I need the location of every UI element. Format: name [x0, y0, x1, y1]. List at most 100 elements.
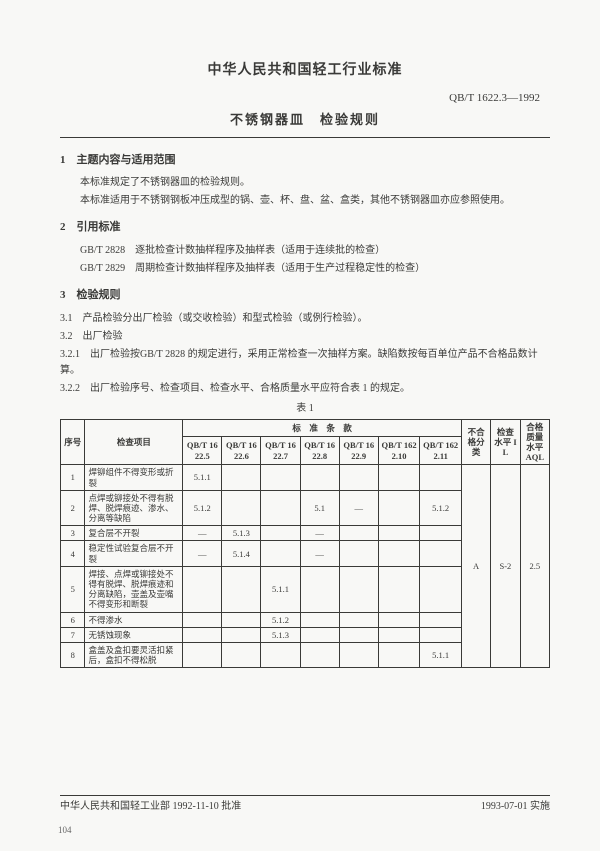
cell-seq: 8: [61, 642, 85, 667]
clause-3-1: 3.1 产品检验分出厂检验（或交收检验）和型式检验（或例行检验）。: [60, 311, 550, 327]
cell-seq: 4: [61, 541, 85, 566]
section-3-head: 3 检验规则: [60, 287, 550, 305]
cell-item: 无锈蚀现象: [85, 627, 183, 642]
cell-item: 不得渗水: [85, 612, 183, 627]
cell-std: [300, 465, 339, 490]
cell-std: —: [183, 541, 222, 566]
clause-3-2-2: 3.2.2 出厂检验序号、检查项目、检查水平、合格质量水平应符合表 1 的规定。: [60, 381, 550, 397]
cell-std: —: [183, 526, 222, 541]
th-aql: 合格质量水平 AQL: [520, 419, 549, 465]
cell-std: [339, 465, 378, 490]
cell-seq: 1: [61, 465, 85, 490]
cell-std: —: [300, 541, 339, 566]
cell-std: [420, 526, 462, 541]
cell-std: 5.1.3: [261, 627, 300, 642]
cell-class: A: [461, 465, 490, 668]
cell-std: [339, 566, 378, 612]
clause-3-2-1: 3.2.1 出厂检验按GB/T 2828 的规定进行，采用正常检查一次抽样方案。…: [60, 347, 550, 379]
cell-std: [378, 566, 420, 612]
cell-std: [261, 490, 300, 526]
cell-std: [420, 541, 462, 566]
cell-seq: 7: [61, 627, 85, 642]
effective-text: 1993-07-01 实施: [481, 799, 550, 815]
th-std-col: QB/T 1622.8: [300, 436, 339, 465]
cell-std: [339, 642, 378, 667]
th-std-col: QB/T 1622.6: [222, 436, 261, 465]
cell-std: [300, 612, 339, 627]
cell-std: [222, 642, 261, 667]
cell-std: [339, 526, 378, 541]
th-item: 检查项目: [85, 419, 183, 465]
cell-std: —: [300, 526, 339, 541]
cell-std: [183, 642, 222, 667]
cell-std: [420, 465, 462, 490]
cell-std: [378, 490, 420, 526]
section-2-head: 2 引用标准: [60, 219, 550, 237]
cell-aql: 2.5: [520, 465, 549, 668]
cell-std: [420, 566, 462, 612]
cell-seq: 5: [61, 566, 85, 612]
org-title: 中华人民共和国轻工行业标准: [60, 60, 550, 82]
clause-3-2: 3.2 出厂检验: [60, 329, 550, 345]
cell-std: 5.1.2: [420, 490, 462, 526]
page-number: 104: [58, 823, 72, 837]
cell-std: [339, 612, 378, 627]
cell-std: [339, 541, 378, 566]
cell-std: [300, 627, 339, 642]
cell-std: 5.1.1: [420, 642, 462, 667]
cell-std: [378, 642, 420, 667]
cell-seq: 6: [61, 612, 85, 627]
cell-std: [261, 526, 300, 541]
cell-std: [183, 612, 222, 627]
table-caption: 表 1: [60, 401, 550, 417]
cell-std: —: [339, 490, 378, 526]
cell-std: [261, 465, 300, 490]
footer-bar: 中华人民共和国轻工业部 1992-11-10 批准 1993-07-01 实施: [60, 795, 550, 815]
cell-std: [300, 566, 339, 612]
cell-item: 焊接、点焊或铆接处不得有脱焊、脱焊痕迹和分离缺陷，壶盖及壶嘴不得变形和断裂: [85, 566, 183, 612]
table-body: 1焊铆组件不得变形或折裂5.1.1AS-22.52点焊或铆接处不得有脱焊、脱焊痕…: [61, 465, 550, 668]
cell-std: [222, 566, 261, 612]
cell-seq: 3: [61, 526, 85, 541]
doc-code: QB/T 1622.3—1992: [60, 90, 550, 108]
cell-std: 5.1.3: [222, 526, 261, 541]
cell-std: 5.1: [300, 490, 339, 526]
cell-std: [183, 627, 222, 642]
cell-std: 5.1.1: [183, 465, 222, 490]
th-cls: 不合格分类: [461, 419, 490, 465]
ref-2828: GB/T 2828 逐批检查计数抽样程序及抽样表（适用于连续批的检查）: [80, 243, 550, 259]
cell-std: 5.1.2: [183, 490, 222, 526]
cell-std: [378, 465, 420, 490]
cell-item: 盒盖及盒扣要灵活扣紧后，盒扣不得松脱: [85, 642, 183, 667]
cell-std: [183, 566, 222, 612]
divider: [60, 137, 550, 138]
cell-std: [378, 627, 420, 642]
approval-text: 中华人民共和国轻工业部 1992-11-10 批准: [60, 799, 241, 815]
cell-std: [300, 642, 339, 667]
cell-std: [222, 465, 261, 490]
cell-std: [222, 627, 261, 642]
cell-seq: 2: [61, 490, 85, 526]
cell-il: S-2: [491, 465, 520, 668]
cell-std: [261, 541, 300, 566]
th-std: 标 准 条 款: [183, 419, 462, 436]
th-std-col: QB/T 1622.5: [183, 436, 222, 465]
cell-std: [222, 612, 261, 627]
cell-std: [420, 627, 462, 642]
th-seq: 序号: [61, 419, 85, 465]
cell-std: 5.1.4: [222, 541, 261, 566]
cell-item: 复合层不开裂: [85, 526, 183, 541]
th-std-col: QB/T 1622.7: [261, 436, 300, 465]
table-row: 1焊铆组件不得变形或折裂5.1.1AS-22.5: [61, 465, 550, 490]
ref-2829: GB/T 2829 周期检查计数抽样程序及抽样表（适用于生产过程稳定性的检查）: [80, 261, 550, 277]
cell-item: 点焊或铆接处不得有脱焊、脱焊痕迹、渗水、分离等缺陷: [85, 490, 183, 526]
inspection-table: 序号 检查项目 标 准 条 款 不合格分类 检查水平 IL 合格质量水平 AQL…: [60, 419, 550, 669]
cell-std: [420, 612, 462, 627]
th-std-col: QB/T 1622.10: [378, 436, 420, 465]
sec1-p1: 本标准规定了不锈钢器皿的检验规则。: [60, 175, 550, 191]
cell-std: [378, 612, 420, 627]
th-il: 检查水平 IL: [491, 419, 520, 465]
sec1-p2: 本标准适用于不锈钢钢板冲压成型的锅、壶、杯、盘、盆、盒类，其他不锈钢器皿亦应参照…: [60, 193, 550, 209]
cell-std: [222, 490, 261, 526]
section-1-head: 1 主题内容与适用范围: [60, 152, 550, 170]
